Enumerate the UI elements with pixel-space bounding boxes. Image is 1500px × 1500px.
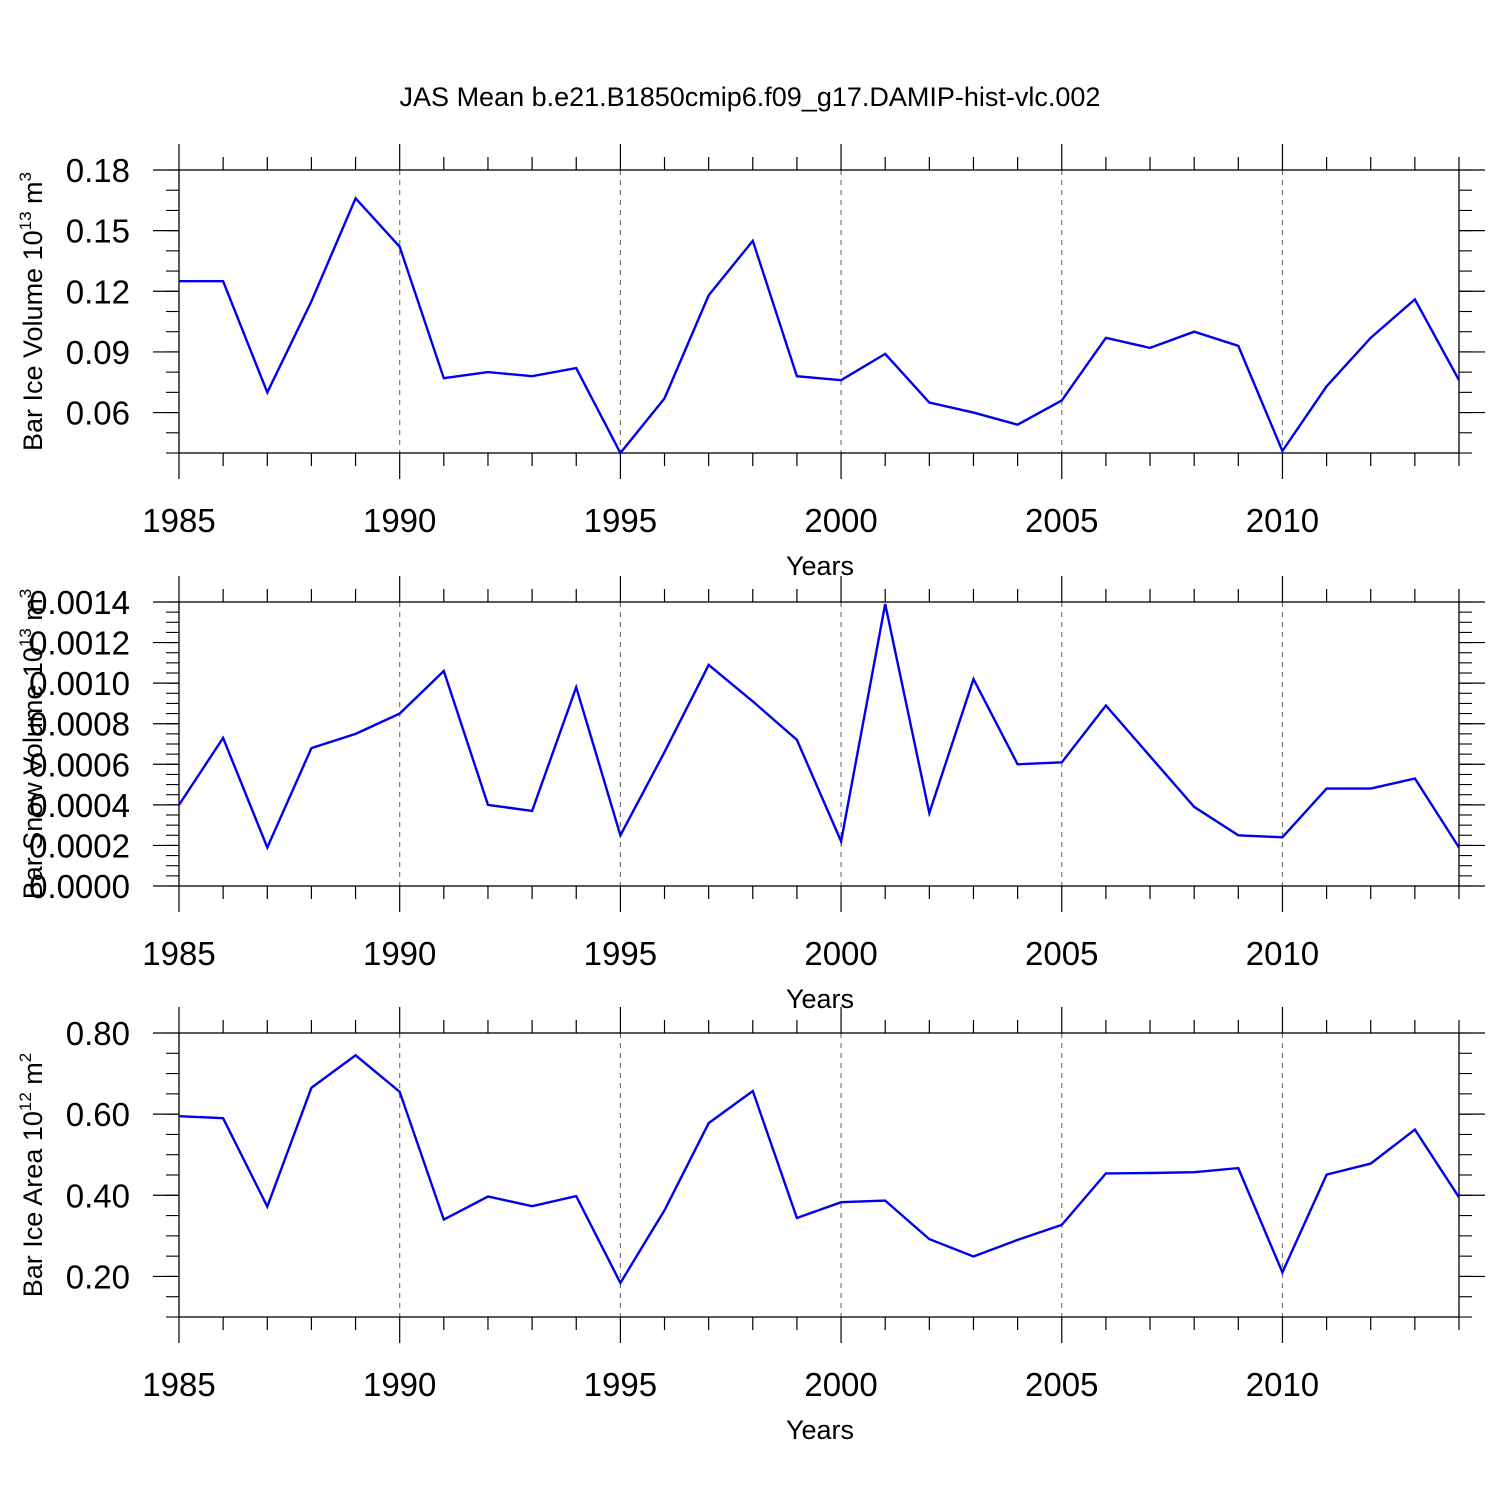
y-tick-label: 0.0010 [29, 665, 130, 702]
x-tick-label: 1985 [142, 935, 215, 972]
y-tick-label: 0.0014 [29, 584, 130, 621]
x-tick-label: 1985 [142, 502, 215, 539]
x-tick-label: 1995 [584, 935, 657, 972]
series-line [178, 1053, 1461, 1286]
x-tick-label: 2005 [1025, 502, 1098, 539]
x-tick-label: 2000 [804, 935, 877, 972]
y-tick-label: 0.0012 [29, 625, 130, 662]
y-tick-label: 0.0002 [29, 827, 130, 864]
x-tick-label: 1985 [142, 1366, 215, 1403]
panels-container: 1985 1990 1995 2000 2005 2010 Years 0.06 0.09 0.1… [16, 144, 1485, 1445]
x-tick-label: 1990 [363, 935, 436, 972]
panel-1: 1985 1990 1995 2000 2005 2010 Years 0.06 0.09 0.1… [16, 144, 1485, 581]
plot-frame [178, 601, 1460, 887]
x-tick-label: 1995 [584, 1366, 657, 1403]
x-tick-label: 2000 [804, 502, 877, 539]
x-tick-label: 1995 [584, 502, 657, 539]
y-tick-label: 0.20 [66, 1258, 130, 1295]
panel-2: 1985 1990 1995 2000 2005 2010 Years 0.0000 0.000… [16, 576, 1485, 1014]
y-tick-label: 0.80 [66, 1015, 130, 1052]
y-tick-label: 0.0008 [29, 706, 130, 743]
x-tick-label: 2010 [1246, 502, 1319, 539]
y-axis-title: Bar Ice Volume 1013 m3 [16, 172, 48, 451]
plot-frame [178, 1032, 1460, 1318]
x-tick-label: 1990 [363, 502, 436, 539]
plot-frame [178, 169, 1460, 454]
y-tick-label: 0.06 [66, 395, 130, 432]
y-tick-label: 0.09 [66, 334, 130, 371]
x-tick-label: 2000 [804, 1366, 877, 1403]
x-tick-label: 2010 [1246, 935, 1319, 972]
y-tick-label: 0.0000 [29, 868, 130, 905]
x-tick-label: 2005 [1025, 935, 1098, 972]
y-tick-label: 0.0006 [29, 746, 130, 783]
x-tick-label: 2005 [1025, 1366, 1098, 1403]
y-tick-label: 0.18 [66, 152, 130, 189]
y-tick-label: 0.40 [66, 1177, 130, 1214]
x-axis-title: Years [786, 1415, 854, 1445]
x-tick-label: 2010 [1246, 1366, 1319, 1403]
panel-3: 1985 1990 1995 2000 2005 2010 Years 0.20 0.40 0.6… [16, 1007, 1485, 1445]
series-line [179, 196, 1461, 456]
x-tick-label: 1990 [363, 1366, 436, 1403]
figure-title: JAS Mean b.e21.B1850cmip6.f09_g17.DAMIP-… [400, 82, 1101, 112]
y-axis-title: Bar Ice Area 1012 m2 [16, 1053, 48, 1298]
y-tick-label: 0.15 [66, 213, 130, 250]
x-axis-title: Years [786, 551, 854, 581]
y-axis-title: Bar Snow Volume 1013 m3 [16, 589, 48, 900]
y-tick-label: 0.12 [66, 273, 130, 310]
y-tick-label: 0.60 [66, 1096, 130, 1133]
y-tick-label: 0.0004 [29, 787, 130, 824]
x-axis-title: Years [786, 984, 854, 1014]
series-line [177, 603, 1461, 851]
